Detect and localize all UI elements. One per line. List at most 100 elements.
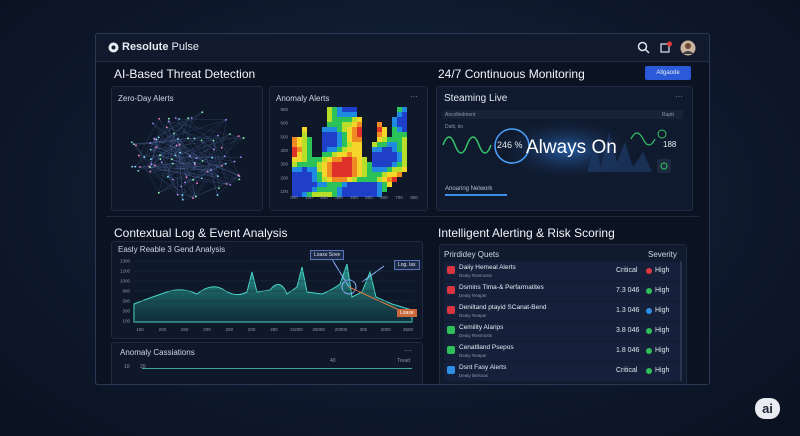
edge	[144, 152, 181, 158]
heat-cell	[307, 142, 312, 147]
heat-cell	[337, 187, 342, 192]
heat-cell	[327, 122, 332, 127]
edge	[138, 155, 155, 166]
edge	[187, 138, 239, 176]
heat-cell	[337, 147, 342, 152]
alert-row[interactable]: Cemility Alarips Deaty Resmosts 3.8 046 Hig…	[444, 322, 680, 341]
edge	[149, 166, 212, 171]
heat-cell	[387, 167, 392, 172]
alert-row[interactable]: Daiiy Hemeal Alerts Deaty Resmosts Critica…	[444, 262, 680, 281]
edge	[189, 137, 244, 157]
heat-cell	[352, 172, 357, 177]
heat-cell	[362, 167, 367, 172]
search-icon[interactable]	[637, 41, 651, 55]
heat-cell	[342, 117, 347, 122]
heat-cell	[397, 162, 402, 167]
node	[220, 164, 223, 167]
heat-cell	[312, 187, 317, 192]
heat-cell	[297, 142, 302, 147]
heat-cell	[392, 127, 397, 132]
edge	[188, 118, 225, 157]
heat-cell	[297, 157, 302, 162]
heat-cell	[322, 182, 327, 187]
heat-cell	[327, 137, 332, 142]
row-severity: High	[655, 367, 670, 374]
heat-cell	[307, 152, 312, 157]
heat-cell	[392, 137, 397, 142]
avatar[interactable]	[680, 40, 696, 56]
row-value: Critical	[616, 367, 638, 374]
heat-cell	[327, 167, 332, 172]
header: Resolute Pulse	[96, 34, 709, 62]
edge	[156, 147, 190, 157]
row-sub: Deaty Resmosts	[459, 333, 493, 338]
menu[interactable]: ···	[675, 92, 683, 101]
edge	[175, 117, 189, 139]
heat-cell	[367, 172, 372, 177]
heat-cell	[372, 182, 377, 187]
heat-cell	[322, 142, 327, 147]
row-sub: Deaty Reaper	[459, 313, 487, 318]
node	[143, 156, 146, 158]
alert-row[interactable]: Dsnt Fasy Alerts Deaty Belsuas Critical Hig…	[444, 362, 680, 381]
network-graph	[130, 111, 245, 201]
heat-cell	[307, 172, 312, 177]
heat-cell	[387, 157, 392, 162]
node	[220, 146, 223, 149]
action-button[interactable]: Allgaode	[645, 66, 691, 80]
edge	[135, 139, 157, 167]
heat-cell	[317, 167, 322, 172]
notification-icon[interactable]	[659, 41, 673, 55]
heat-cell	[332, 187, 337, 192]
edge	[150, 162, 195, 168]
heat-cell	[402, 117, 407, 122]
edge	[172, 133, 231, 164]
heat-cell	[377, 182, 382, 187]
heat-cell	[372, 192, 377, 197]
node	[171, 162, 174, 165]
row-name: Dsnt Fasy Alerts	[459, 364, 507, 371]
y-label: 800	[280, 107, 288, 112]
y-label: 100	[280, 189, 288, 194]
node	[137, 169, 140, 172]
menu[interactable]: ···	[404, 346, 412, 355]
alert-row[interactable]: Cenatlland Psepos Deaty Reaper 1.8 046 High	[444, 342, 680, 361]
edge	[150, 143, 184, 200]
heat-cell	[332, 122, 337, 127]
heat-cell	[312, 177, 317, 182]
row-value: 3.8 046	[616, 327, 640, 334]
heat-cell	[387, 142, 392, 147]
heat-cell	[362, 187, 367, 192]
edge	[158, 147, 222, 193]
edge	[152, 123, 208, 172]
heat-cell	[327, 182, 332, 187]
x-label: 300	[360, 327, 368, 332]
ai-badge[interactable]: ai	[755, 398, 780, 419]
heat-cell	[387, 162, 392, 167]
alert-row[interactable]: Deniltand ptayid SCanat-Bend Deaty Reaper…	[444, 302, 680, 321]
alert-row[interactable]: Dsmins Tlma-& Perfarmatites Deaty Reaper 7…	[444, 282, 680, 301]
heat-cell	[357, 127, 362, 132]
heat-cell	[342, 157, 347, 162]
heat-cell	[302, 137, 307, 142]
edge	[167, 133, 175, 177]
heat-cell	[307, 157, 312, 162]
heat-cell	[302, 177, 307, 182]
edge	[217, 174, 239, 196]
heat-cell	[302, 162, 307, 167]
edge	[192, 169, 212, 199]
edge	[171, 159, 187, 178]
scrollbar[interactable]	[680, 261, 682, 381]
node	[167, 175, 169, 178]
heat-cell	[352, 107, 357, 112]
menu[interactable]: ···	[410, 92, 418, 101]
node	[211, 156, 214, 159]
edge	[154, 139, 174, 180]
edge	[173, 133, 176, 156]
heat-cell	[402, 122, 407, 127]
heat-cell	[382, 147, 387, 152]
edge	[168, 121, 215, 150]
heat-cell	[352, 147, 357, 152]
logo	[108, 42, 119, 53]
heat-cell	[342, 177, 347, 182]
